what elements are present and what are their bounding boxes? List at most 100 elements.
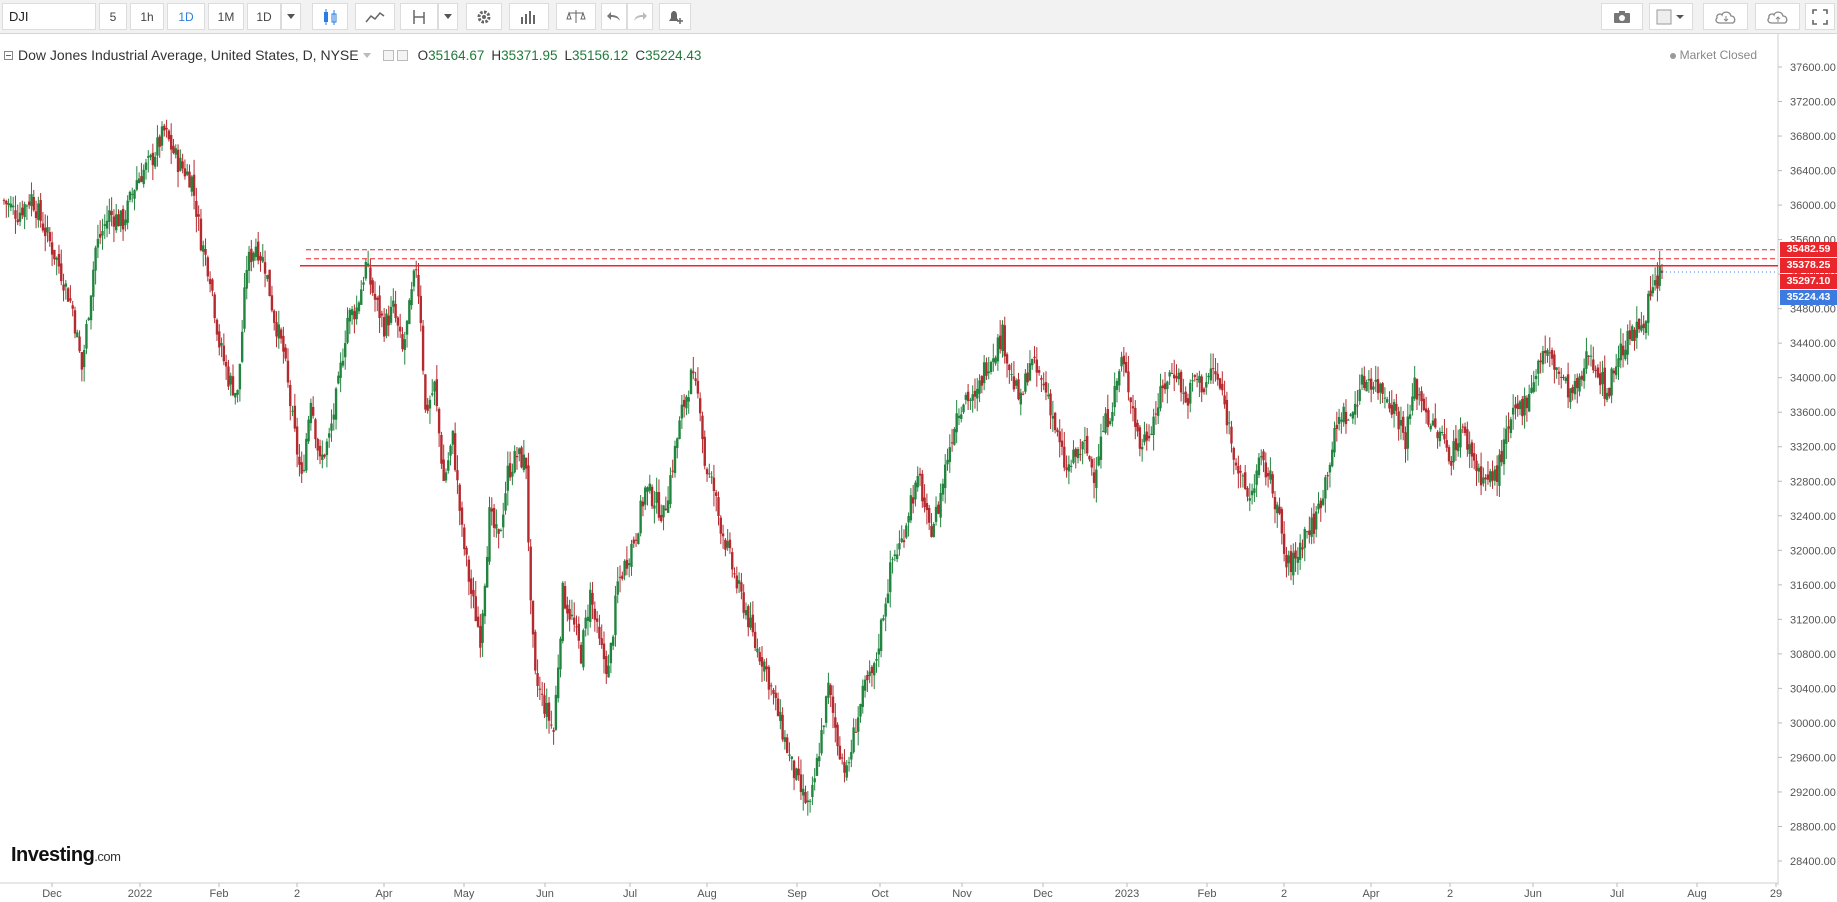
candle-body xyxy=(1074,448,1077,457)
interval-5-button[interactable]: 5 xyxy=(99,3,127,30)
candle-body xyxy=(1150,433,1153,435)
camera-snapshot-icon[interactable] xyxy=(1601,3,1643,30)
candle-body xyxy=(1598,373,1602,386)
candle-body xyxy=(932,524,935,538)
x-tick-label: Dec xyxy=(42,888,62,900)
legend-settings-icon[interactable] xyxy=(396,49,408,61)
candle xyxy=(824,695,828,728)
candle-body xyxy=(1303,529,1306,548)
candle xyxy=(577,616,581,649)
candle xyxy=(1289,544,1293,581)
candle xyxy=(715,489,718,512)
candle-body xyxy=(747,606,750,628)
candle xyxy=(1127,355,1130,401)
legend-title[interactable]: Dow Jones Industrial Average, United Sta… xyxy=(18,47,359,63)
candle-body xyxy=(859,704,862,717)
candle xyxy=(417,263,420,304)
cloud-load-icon[interactable] xyxy=(1703,3,1748,30)
candle-body xyxy=(1447,447,1451,462)
candle-body xyxy=(1166,381,1169,390)
drawing-tools-icon[interactable] xyxy=(400,3,438,30)
candle-body xyxy=(1216,373,1219,380)
candle xyxy=(1527,384,1531,413)
candle xyxy=(495,509,498,538)
candle-body xyxy=(868,671,871,677)
symbol-search-input[interactable] xyxy=(2,3,96,30)
alert-bell-icon[interactable] xyxy=(659,3,691,30)
candle-body xyxy=(776,698,780,717)
candle xyxy=(1592,346,1595,374)
candle-body xyxy=(1214,371,1217,375)
candle xyxy=(1482,467,1485,487)
candle xyxy=(1145,423,1148,451)
candle-body xyxy=(563,586,567,609)
candle xyxy=(895,543,899,563)
candle xyxy=(637,532,640,545)
cloud-save-icon[interactable] xyxy=(1755,3,1800,30)
candle xyxy=(39,192,42,228)
interval-custom-button[interactable]: 1D xyxy=(247,3,281,30)
fullscreen-icon[interactable] xyxy=(1805,3,1835,30)
candle-body xyxy=(1461,426,1464,428)
layout-select-icon[interactable] xyxy=(1649,3,1693,30)
candle-body xyxy=(582,630,585,668)
candle xyxy=(1647,290,1650,336)
candle-body xyxy=(1321,498,1325,505)
candle-body xyxy=(623,560,626,576)
compare-scale-icon[interactable] xyxy=(556,3,596,30)
candle xyxy=(1624,340,1627,361)
candle xyxy=(536,659,539,698)
candle xyxy=(511,463,514,486)
candle-body xyxy=(176,149,180,173)
candle xyxy=(554,685,558,731)
interval-1m-button[interactable]: 1M xyxy=(208,3,244,30)
candle xyxy=(1328,462,1332,488)
price-chart[interactable]: 28400.0028800.0029200.0029600.0030000.00… xyxy=(0,34,1837,902)
interval-1d-button[interactable]: 1D xyxy=(167,3,205,30)
candle xyxy=(1466,421,1469,457)
redo-icon[interactable] xyxy=(627,3,653,30)
indicators-icon[interactable] xyxy=(355,3,395,30)
candle xyxy=(1486,461,1490,485)
candle xyxy=(101,218,104,250)
candle-body xyxy=(671,470,674,472)
drawing-dropdown-icon[interactable] xyxy=(438,3,458,30)
candle xyxy=(208,271,212,293)
settings-gear-icon[interactable] xyxy=(466,3,502,30)
legend-dropdown-icon[interactable] xyxy=(362,52,371,58)
legend-collapse-icon[interactable] xyxy=(4,50,13,60)
candle-body xyxy=(708,473,711,475)
candle xyxy=(142,164,145,188)
candle-body xyxy=(316,439,319,451)
candle-body xyxy=(838,745,842,760)
horizontal-levels[interactable] xyxy=(300,249,1778,273)
candle-body xyxy=(987,371,990,374)
candle-body xyxy=(190,176,193,192)
candle xyxy=(703,430,706,470)
legend-low: L35156.12 xyxy=(564,47,629,63)
candles-icon[interactable] xyxy=(312,3,348,30)
candle-body xyxy=(1479,466,1483,486)
interval-dropdown-icon[interactable] xyxy=(281,3,301,30)
candle xyxy=(474,580,477,622)
candle-body xyxy=(1255,470,1258,485)
candle-body xyxy=(160,126,164,146)
candle-body xyxy=(900,538,903,542)
candle xyxy=(758,647,761,666)
candle xyxy=(1195,372,1199,388)
interval-1h-button[interactable]: 1h xyxy=(130,3,164,30)
candle-body xyxy=(21,207,24,216)
candle xyxy=(799,759,803,800)
candle xyxy=(94,245,97,285)
undo-icon[interactable] xyxy=(601,3,627,30)
candle xyxy=(552,727,555,745)
candle xyxy=(586,604,590,636)
candle-body xyxy=(1454,438,1458,451)
candle-body xyxy=(465,547,468,555)
legend-visibility-icon[interactable] xyxy=(382,49,394,61)
candle xyxy=(1143,421,1146,446)
candle xyxy=(925,493,929,525)
candle xyxy=(87,316,90,322)
candle-body xyxy=(1047,394,1050,397)
volume-bars-icon[interactable] xyxy=(509,3,549,30)
